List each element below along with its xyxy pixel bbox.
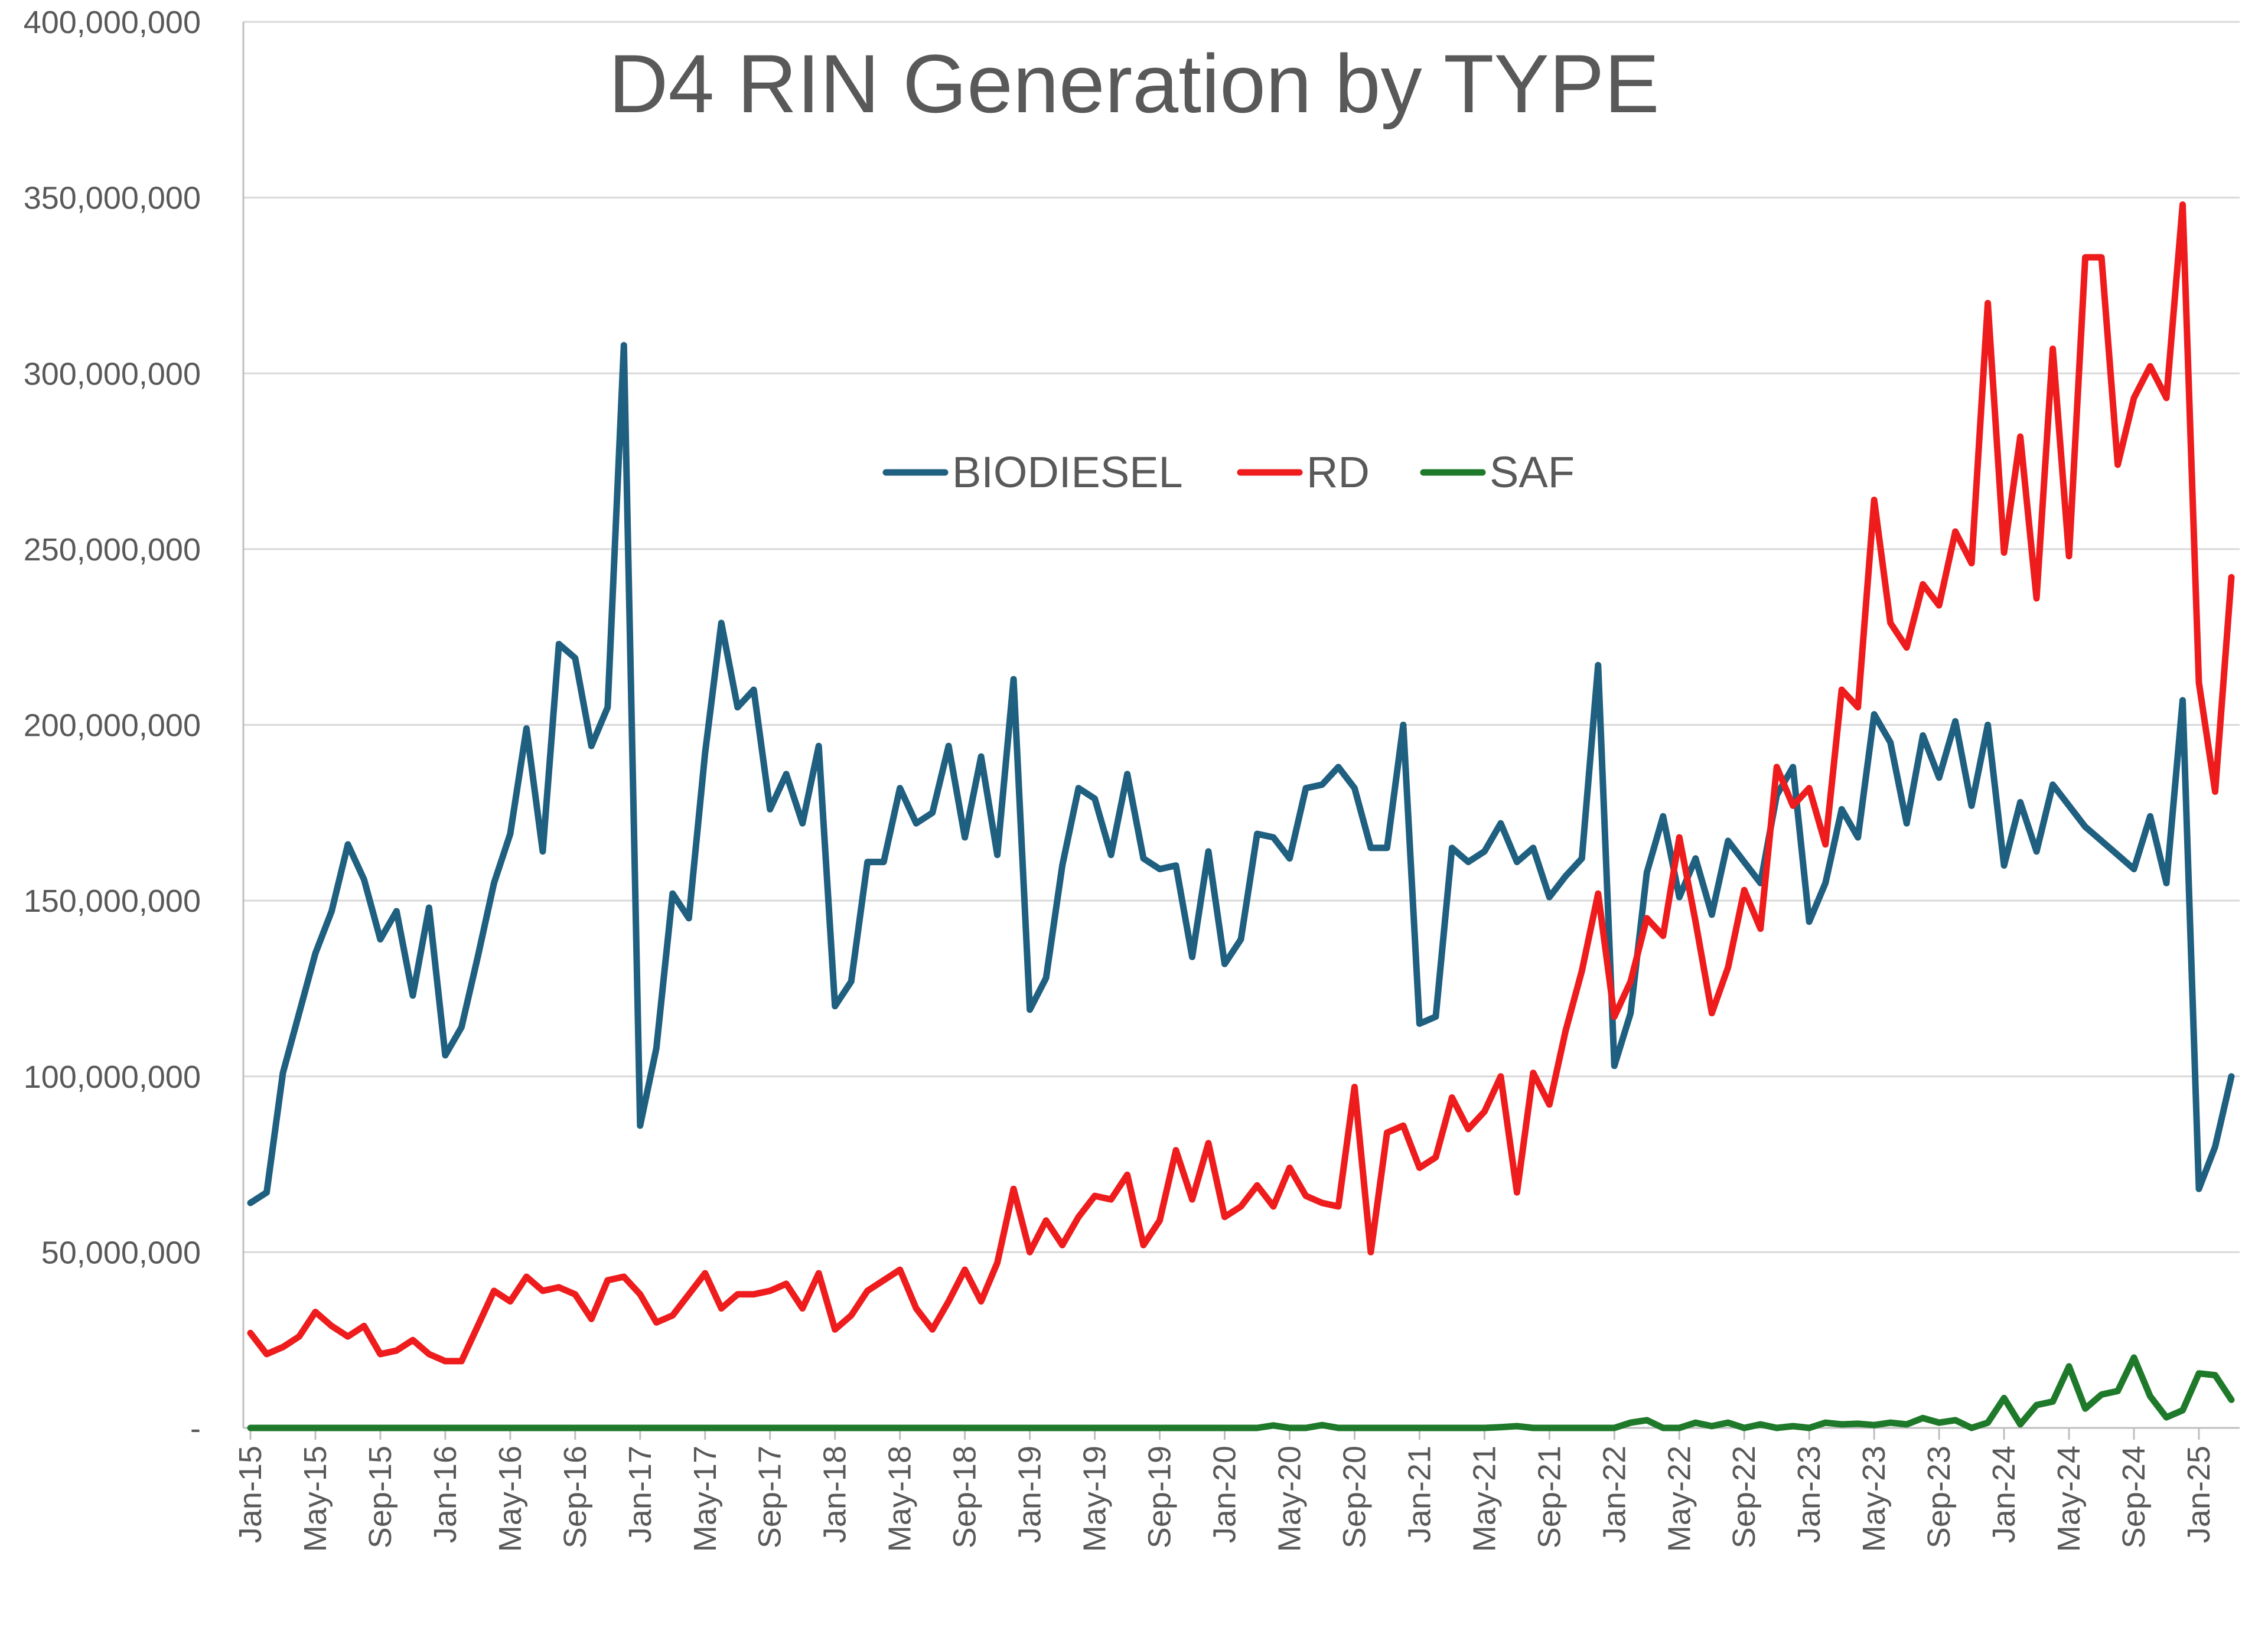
y-tick-label: 300,000,000 <box>24 356 201 392</box>
x-tick-label: Jan-19 <box>1012 1446 1048 1543</box>
x-tick-label: May-23 <box>1856 1446 1892 1552</box>
x-tick-label: May-16 <box>493 1446 528 1552</box>
x-tick-label: May-19 <box>1077 1446 1113 1552</box>
x-tick-label: Jan-25 <box>2181 1446 2217 1543</box>
x-tick-label: Sep-17 <box>752 1446 788 1548</box>
x-tick-label: Sep-20 <box>1337 1446 1372 1548</box>
x-tick-label: Sep-16 <box>558 1446 593 1548</box>
y-tick-labels: - 50,000,000 100,000,000 150,000,000 200,000… <box>24 5 201 1446</box>
x-tick-label: May-24 <box>2051 1446 2087 1552</box>
chart-title: D4 RIN Generation by TYPE <box>608 37 1659 130</box>
x-tick-label: Jan-17 <box>623 1446 658 1543</box>
series-line-biodiesel <box>247 342 2235 1206</box>
x-tick-label: Sep-19 <box>1142 1446 1178 1548</box>
y-tick-label: 150,000,000 <box>24 883 201 919</box>
x-tick-label: Jan-22 <box>1596 1446 1632 1543</box>
y-tick-label: 50,000,000 <box>41 1235 201 1270</box>
legend-item-rd: RD <box>1237 448 1370 497</box>
y-tick-label: 100,000,000 <box>24 1059 201 1095</box>
x-tick-label: May-18 <box>882 1446 918 1552</box>
x-tick-label: Jan-18 <box>817 1446 853 1543</box>
legend-label: BIODIESEL <box>952 448 1183 497</box>
x-tick-label: Sep-21 <box>1531 1446 1567 1548</box>
x-tick-label: May-15 <box>298 1446 333 1552</box>
x-tick-label: Jan-24 <box>1986 1446 2022 1543</box>
series-lines <box>247 201 2235 1431</box>
x-tick-label: Jan-15 <box>233 1446 268 1543</box>
y-tick-label: 200,000,000 <box>24 708 201 743</box>
x-tick-label: Jan-23 <box>1791 1446 1827 1543</box>
y-tick-label: 250,000,000 <box>24 532 201 568</box>
x-tick-labels: Jan-15 May-15 Sep-15 Jan-16 May-16 Sep-16 Jan-… <box>233 1428 2217 1552</box>
legend-label: RD <box>1306 448 1370 497</box>
x-tick-label: Jan-21 <box>1402 1446 1437 1543</box>
legend-label: SAF <box>1490 448 1575 497</box>
legend-item-biodiesel: BIODIESEL <box>882 448 1183 497</box>
x-tick-label: Sep-18 <box>947 1446 983 1548</box>
series-line-saf <box>247 1354 2235 1431</box>
x-tick-label: Sep-23 <box>1921 1446 1957 1548</box>
series-line-rd <box>247 201 2235 1365</box>
x-tick-label: Sep-15 <box>363 1446 398 1548</box>
x-tick-label: May-20 <box>1272 1446 1307 1552</box>
x-tick-label: Jan-20 <box>1207 1446 1243 1543</box>
x-tick-label: May-21 <box>1467 1446 1502 1552</box>
y-tick-label: 400,000,000 <box>24 5 201 40</box>
x-tick-label: Sep-24 <box>2116 1446 2152 1548</box>
x-tick-label: Sep-22 <box>1726 1446 1762 1548</box>
legend: BIODIESEL RD SAF <box>882 448 1575 497</box>
y-tick-label: 350,000,000 <box>24 181 201 216</box>
gridlines <box>243 21 2240 1253</box>
x-tick-label: Jan-16 <box>428 1446 463 1543</box>
y-tick-label: - <box>190 1411 201 1446</box>
x-tick-label: May-22 <box>1661 1446 1697 1552</box>
x-tick-label: May-17 <box>687 1446 723 1552</box>
legend-item-saf: SAF <box>1420 448 1575 497</box>
